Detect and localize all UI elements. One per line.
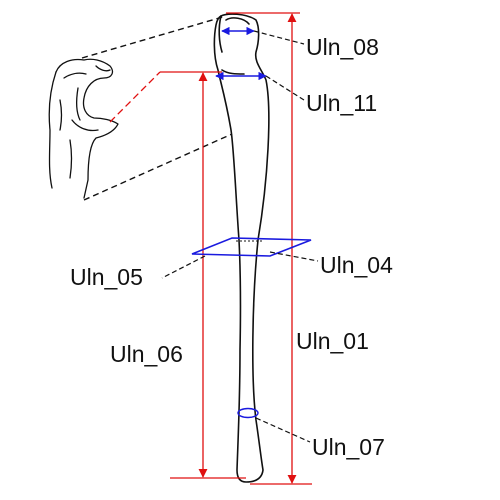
label-uln-06: Uln_06: [110, 341, 183, 367]
label-uln-05: Uln_05: [70, 264, 143, 290]
label-uln-04: Uln_04: [320, 252, 393, 278]
label-uln-08: Uln_08: [306, 34, 379, 60]
label-leader-lines: [161, 30, 319, 443]
red-measurement-lines: [109, 12, 312, 485]
inset-connector-lines: [81, 15, 233, 201]
label-uln-11: Uln_11: [306, 90, 378, 116]
blue-measurement-elements: [191, 26, 312, 419]
label-uln-07: Uln_07: [312, 434, 385, 460]
label-uln-01: Uln_01: [296, 328, 369, 354]
proximal-end-inset: [48, 58, 119, 199]
ulna-bone-outline: [213, 13, 270, 483]
